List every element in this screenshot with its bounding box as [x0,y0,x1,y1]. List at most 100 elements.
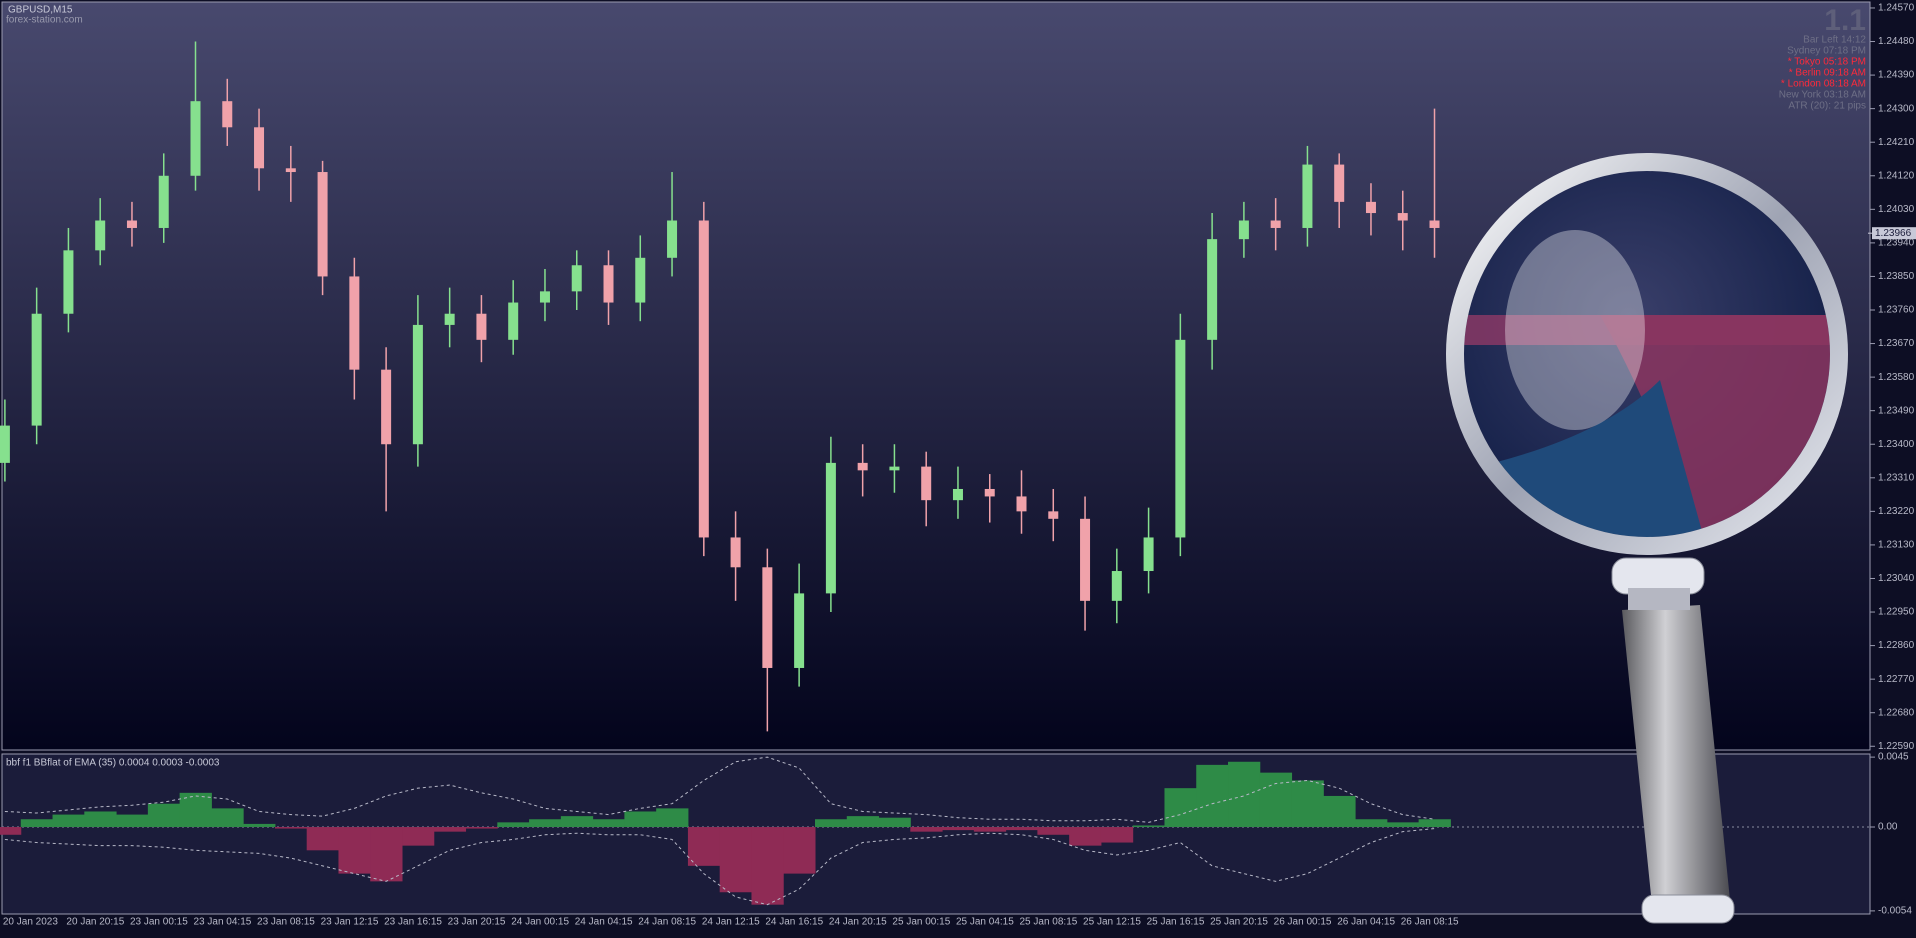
y-tick-label: 1.24030 [1878,204,1915,215]
histogram-bar [1259,772,1293,828]
histogram-bar [1069,827,1102,846]
candle-body [1080,518,1091,601]
histogram-bar [1100,827,1134,843]
candle-body [1270,220,1281,228]
histogram-bar [592,819,625,828]
histogram-bar [783,827,816,874]
x-tick-label: 25 Jan 16:15 [1147,917,1205,928]
candle-body [1111,571,1122,601]
y-tick-label: 1.23310 [1878,472,1915,483]
candle-body [349,276,360,370]
x-tick-label: 26 Jan 04:15 [1337,917,1395,928]
x-tick-label: 25 Jan 20:15 [1210,917,1268,928]
histogram-bar [1037,827,1070,835]
chart-title: GBPUSD,M15 [8,5,73,16]
x-tick-label: 26 Jan 00:15 [1274,917,1332,928]
histogram-bar [338,827,371,874]
candle-body [381,369,392,445]
lens-glare [1505,230,1645,430]
y-tick-label: 1.23670 [1878,338,1915,349]
x-tick-label: 23 Jan 20:15 [448,917,506,928]
histogram-bar [433,827,467,832]
candle-body [667,220,678,258]
y-tick-label: 0.0045 [1878,752,1909,763]
candle-body [508,302,519,340]
histogram-bar [687,827,721,866]
y-tick-label: 1.24210 [1878,137,1915,148]
y-tick-label: 1.23940 [1878,238,1915,249]
y-tick-label: 1.22860 [1878,640,1915,651]
x-tick-label: 23 Jan 16:15 [384,917,442,928]
candle-body [730,537,741,568]
histogram-bar [116,814,149,828]
x-tick-label: 24 Jan 20:15 [829,917,887,928]
session-info: New York 03:18 AM [1779,90,1866,101]
candle-body [95,220,106,251]
badge: 1.1 [1824,4,1866,37]
y-tick-label: 1.24570 [1878,3,1915,14]
x-tick-label: 24 Jan 04:15 [575,917,633,928]
candle-body [126,220,137,228]
candle-body [317,172,328,277]
histogram-bar [656,808,689,828]
histogram-bar [624,811,657,828]
histogram-bar [52,814,85,828]
histogram-bar [560,816,594,828]
y-tick-label: 1.23040 [1878,573,1915,584]
candle-body [603,265,614,303]
histogram-bar [465,827,498,829]
candle-body [1429,220,1440,228]
x-tick-label: 25 Jan 04:15 [956,917,1014,928]
y-tick-label: -0.0054 [1878,906,1912,917]
candle-body [984,488,995,497]
histogram-bar [402,827,435,846]
candle-body [635,257,646,303]
y-tick-label: 1.24390 [1878,70,1915,81]
session-info: * London 08:18 AM [1781,79,1866,90]
y-tick-label: 1.23130 [1878,540,1915,551]
session-info: ATR (20): 21 pips [1788,101,1866,112]
x-tick-label: 24 Jan 16:15 [765,917,823,928]
x-tick-label: 24 Jan 08:15 [638,917,696,928]
candle-body [1302,164,1313,228]
candle-body [1238,220,1249,240]
histogram-bar [1164,788,1197,828]
histogram-bar [1196,764,1229,828]
magnifier-neck [1628,588,1690,610]
histogram-bar [243,823,276,828]
histogram-bar [497,822,530,828]
magnifier-handle [1622,605,1730,905]
histogram-bar [370,827,403,882]
histogram-bar [1228,761,1261,828]
x-tick-label: 23 Jan 04:15 [194,917,252,928]
chart-subtitle: forex-station.com [6,15,83,26]
candle-body [952,488,963,501]
session-info: * Berlin 09:18 AM [1789,68,1866,79]
histogram-bar [751,827,784,905]
y-tick-label: 1.23580 [1878,372,1915,383]
magnifier-ring [1446,153,1848,555]
indicator-pane [1,753,1871,915]
histogram-bar [306,827,339,851]
x-tick-label: 24 Jan 00:15 [511,917,569,928]
candle-body [444,313,455,325]
band-line-lower [4,828,1435,906]
y-tick-label: 1.23220 [1878,506,1915,517]
histogram-bar [1005,827,1038,831]
candle-body [794,593,805,668]
histogram-bar [910,827,943,832]
candle-body [31,313,42,426]
candle-body [889,466,900,471]
last-price-label: 1.23966 [1875,228,1912,239]
histogram-bar [1132,825,1165,828]
band-line-upper [4,756,1435,823]
histogram-bar [878,817,911,828]
magnifier-cap [1641,894,1735,924]
histogram-bar [84,811,117,828]
histogram-bar [20,819,54,828]
y-tick-label: 1.24300 [1878,103,1915,114]
candle-body [158,175,169,228]
histogram-bar [1355,819,1388,828]
